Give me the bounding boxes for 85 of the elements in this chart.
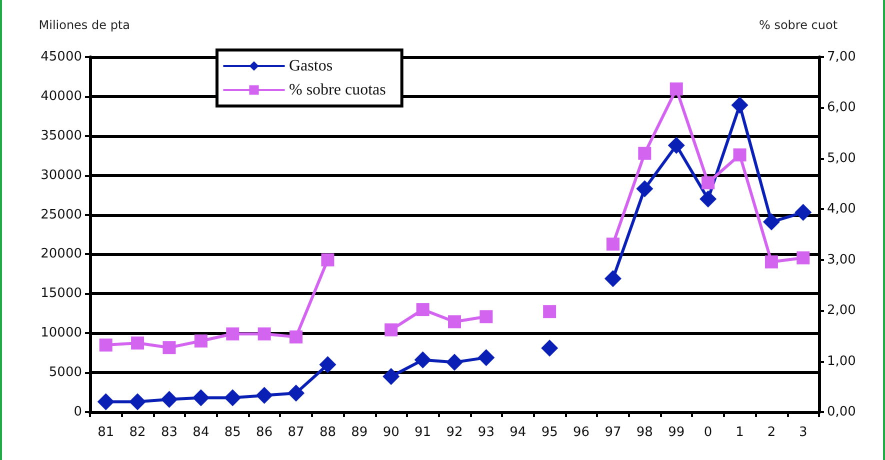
point bbox=[543, 305, 556, 318]
y-tick-label: 25000 bbox=[40, 207, 82, 222]
point bbox=[162, 341, 176, 354]
y-tick-label: 5000 bbox=[48, 365, 82, 380]
point bbox=[226, 327, 240, 340]
point bbox=[636, 180, 654, 198]
point bbox=[414, 351, 432, 368]
point bbox=[541, 340, 558, 357]
y-axis-title: Miliones de pta bbox=[38, 18, 130, 32]
x-tick-label: 88 bbox=[319, 425, 336, 440]
point bbox=[129, 393, 146, 410]
point bbox=[288, 384, 305, 402]
y2-tick-label: 6,00 bbox=[827, 100, 856, 116]
point bbox=[604, 270, 622, 288]
point bbox=[319, 356, 336, 374]
y2-axis-title: % sobre cuot bbox=[759, 18, 838, 32]
x-tick-label: 2 bbox=[767, 425, 776, 440]
point bbox=[131, 336, 144, 350]
point bbox=[733, 148, 746, 162]
legend-label: % sobre cuotas bbox=[289, 82, 386, 98]
y2-tick-label: 0,00 bbox=[827, 404, 856, 420]
y-tick-label: 20000 bbox=[40, 246, 82, 262]
point bbox=[321, 253, 334, 266]
point bbox=[97, 393, 114, 410]
point bbox=[160, 390, 178, 408]
x-tick-label: 82 bbox=[129, 425, 146, 440]
x-tick-label: 91 bbox=[414, 425, 432, 440]
y2-tick-label: 2,00 bbox=[827, 303, 856, 318]
x-tick-label: 98 bbox=[636, 425, 653, 440]
point bbox=[796, 251, 810, 264]
point bbox=[256, 386, 273, 404]
point bbox=[606, 238, 620, 251]
x-tick-label: 84 bbox=[192, 425, 210, 440]
point bbox=[700, 190, 717, 208]
point bbox=[668, 136, 685, 154]
point bbox=[670, 82, 683, 96]
x-tick-label: 99 bbox=[668, 425, 685, 440]
point bbox=[731, 96, 748, 114]
point bbox=[192, 389, 210, 406]
point bbox=[224, 389, 242, 406]
point bbox=[480, 310, 493, 324]
point bbox=[99, 338, 112, 352]
y2-tick-label: 7,00 bbox=[827, 50, 856, 64]
x-tick-label: 90 bbox=[382, 425, 400, 440]
x-tick-label: 95 bbox=[541, 425, 558, 440]
point bbox=[764, 255, 778, 268]
x-tick-label: 85 bbox=[224, 425, 241, 440]
legend-label: Gastos bbox=[289, 58, 333, 74]
point bbox=[794, 204, 812, 221]
y2-tick-label: 5,00 bbox=[827, 150, 856, 166]
x-tick-label: 97 bbox=[604, 425, 622, 440]
y2-tick-label: 4,00 bbox=[827, 202, 856, 217]
point bbox=[448, 315, 461, 328]
x-tick-label: 87 bbox=[288, 425, 304, 440]
y-tick-label: 15000 bbox=[40, 286, 82, 302]
x-tick-label: 0 bbox=[704, 425, 712, 440]
point bbox=[382, 368, 400, 385]
y-tick-label: 45000 bbox=[40, 50, 82, 64]
point bbox=[702, 176, 715, 190]
point bbox=[762, 213, 780, 230]
point bbox=[258, 327, 271, 340]
point bbox=[416, 303, 430, 316]
y-tick-label: 30000 bbox=[40, 168, 82, 183]
point bbox=[638, 146, 652, 160]
y-tick-label: 35000 bbox=[40, 128, 82, 144]
x-tick-label: 93 bbox=[478, 425, 494, 440]
point bbox=[290, 330, 303, 344]
y-tick-label: 10000 bbox=[40, 326, 82, 341]
x-tick-label: 89 bbox=[351, 425, 368, 440]
x-tick-label: 83 bbox=[160, 425, 178, 440]
point bbox=[446, 354, 463, 371]
x-tick-label: 3 bbox=[799, 425, 808, 440]
y-tick-label: 0 bbox=[74, 404, 82, 420]
y-tick-label: 40000 bbox=[40, 88, 82, 104]
y2-tick-label: 3,00 bbox=[827, 252, 856, 268]
point bbox=[194, 334, 208, 348]
point bbox=[478, 349, 495, 366]
x-tick-label: 94 bbox=[510, 425, 526, 440]
point bbox=[384, 323, 398, 336]
x-tick-label: 81 bbox=[98, 425, 114, 440]
x-tick-label: 86 bbox=[256, 425, 273, 440]
x-tick-label: 1 bbox=[736, 425, 744, 440]
x-tick-label: 96 bbox=[573, 425, 590, 440]
x-tick-label: 92 bbox=[446, 425, 463, 440]
y2-tick-label: 1,00 bbox=[827, 354, 856, 369]
